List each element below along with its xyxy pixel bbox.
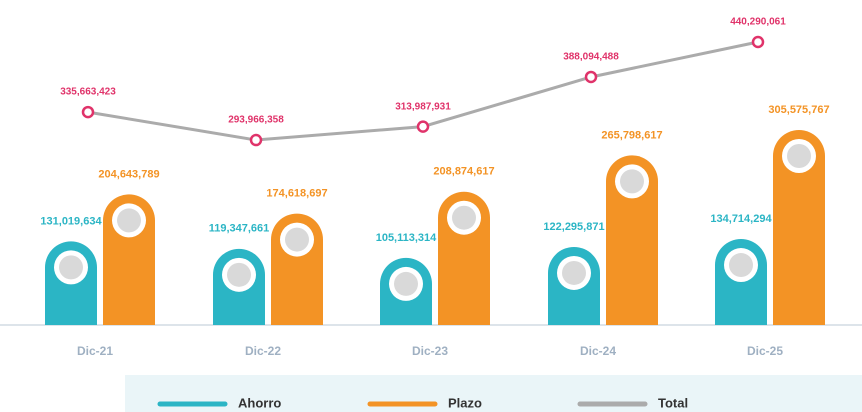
data-label: 105,113,314	[376, 232, 437, 244]
data-label: 119,347,661	[209, 223, 270, 235]
data-label: 293,966,358	[228, 115, 284, 126]
data-label: 204,643,789	[98, 168, 159, 180]
legend-label: Plazo	[448, 395, 482, 410]
data-label: 388,094,488	[563, 52, 619, 63]
data-label: 122,295,871	[543, 221, 604, 233]
data-label: 174,618,697	[266, 187, 327, 199]
data-label: 305,575,767	[768, 104, 829, 116]
legend-label: Ahorro	[238, 395, 281, 410]
total-point	[251, 135, 261, 145]
data-label: 440,290,061	[730, 17, 786, 28]
legend-band	[125, 375, 862, 412]
bar-cap-inner	[562, 261, 586, 285]
data-label: 313,987,931	[395, 101, 451, 112]
data-label: 134,714,294	[710, 213, 772, 225]
data-label: 208,874,617	[433, 166, 494, 178]
legend-label: Total	[658, 395, 688, 410]
data-label: 131,019,634	[40, 215, 102, 227]
total-point	[83, 107, 93, 117]
chart: Dic-21 Dic-22 Dic-23 Dic-24 Dic-25 131,019,63…	[0, 0, 862, 412]
bar-cap-inner	[285, 228, 309, 252]
data-label: 335,663,423	[60, 87, 116, 98]
bar-cap-inner	[620, 169, 644, 193]
total-point	[753, 37, 763, 47]
data-label: 265,798,617	[601, 129, 662, 141]
bar-cap-inner	[227, 263, 251, 287]
x-tick-label: Dic-21	[77, 344, 113, 358]
bar-cap-inner	[59, 255, 83, 279]
total-point	[418, 122, 428, 132]
bar-cap-inner	[729, 253, 753, 277]
x-tick-label: Dic-23	[412, 344, 448, 358]
bar-cap-inner	[117, 208, 141, 232]
x-tick-label: Dic-24	[580, 344, 616, 358]
total-point	[586, 72, 596, 82]
x-tick-label: Dic-25	[747, 344, 783, 358]
x-tick-label: Dic-22	[245, 344, 281, 358]
bar-cap-inner	[787, 144, 811, 168]
bar-cap-inner	[394, 272, 418, 296]
bar-cap-inner	[452, 206, 476, 230]
